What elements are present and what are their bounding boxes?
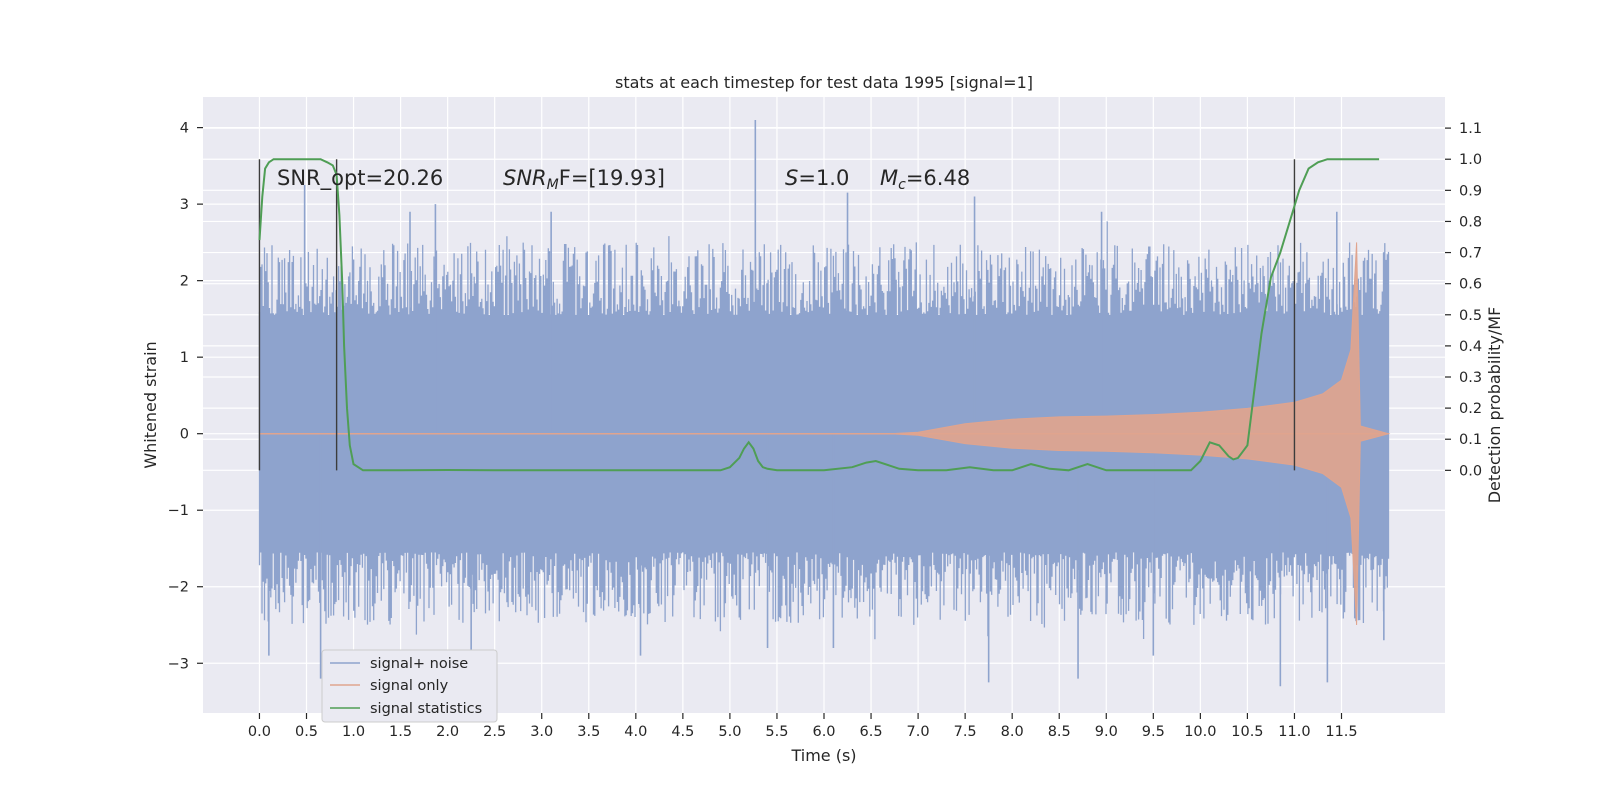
x-tick-label: 10.5 <box>1231 724 1263 740</box>
x-tick-label: 6.0 <box>812 724 835 740</box>
legend: signal+ noise signal only signal statist… <box>321 649 498 723</box>
mc-value: =6.48 <box>906 166 970 190</box>
x-tick-label: 8.0 <box>1001 724 1024 740</box>
right-y-tick-label: 0.5 <box>1459 308 1482 324</box>
right-y-tick-label: 0.2 <box>1459 401 1482 417</box>
right-y-tick-label: 0.7 <box>1459 246 1482 262</box>
x-tick-label: 7.5 <box>954 724 977 740</box>
x-tick-label: 8.5 <box>1048 724 1071 740</box>
x-tick-label: 1.0 <box>342 724 365 740</box>
x-axis-label: Time (s) <box>790 746 856 765</box>
right-y-tick-label: 0.8 <box>1459 214 1482 230</box>
left-y-tick-label: −2 <box>168 580 189 596</box>
x-tick-label: 11.0 <box>1278 724 1310 740</box>
x-tick-label: 3.0 <box>530 724 553 740</box>
annotation-s: S=1.0 <box>785 166 849 190</box>
right-y-tick-label: 0.0 <box>1459 463 1482 479</box>
x-tick-label: 4.0 <box>624 724 647 740</box>
left-y-tick-label: 1 <box>180 350 189 366</box>
x-tick-label: 0.5 <box>295 724 318 740</box>
right-y-tick-label: 0.9 <box>1459 183 1482 199</box>
right-y-tick-label: 0.3 <box>1459 370 1482 386</box>
right-y-tick-label: 0.1 <box>1459 432 1482 448</box>
x-tick-label: 9.0 <box>1095 724 1118 740</box>
legend-label-signal-only: signal only <box>370 678 449 694</box>
x-tick-label: 2.0 <box>436 724 459 740</box>
signal-statistics-series <box>258 158 1380 472</box>
left-y-tick-label: 4 <box>180 121 189 137</box>
annotation-snr-opt: SNR_opt=20.26 <box>277 166 443 191</box>
signal-statistics-line <box>258 158 1380 472</box>
x-tick-label: 2.5 <box>483 724 506 740</box>
left-y-tick-label: −3 <box>168 656 189 672</box>
snr-mf-symbol: SNR <box>503 166 547 190</box>
right-y-tick-label: 0.4 <box>1459 339 1482 355</box>
left-y-tick-label: −1 <box>168 503 189 519</box>
x-tick-label: 4.5 <box>671 724 694 740</box>
mc-subscript: c <box>898 177 906 193</box>
s-value: =1.0 <box>798 166 849 190</box>
legend-box <box>321 649 498 723</box>
chart-title: stats at each timestep for test data 199… <box>615 73 1033 92</box>
vertical-marker-lines <box>258 159 1296 471</box>
right-y-axis-label: Detection probability/MF <box>1485 307 1504 504</box>
left-y-axis-ticks: −3 −2 −1 0 1 2 3 4 <box>168 121 203 672</box>
snr-mf-value: F=[19.93] <box>559 166 665 190</box>
left-y-axis-label: Whitened strain <box>141 341 160 468</box>
mc-symbol: M <box>880 166 898 190</box>
left-y-tick-label: 3 <box>180 197 189 213</box>
x-tick-label: 6.5 <box>860 724 883 740</box>
x-tick-label: 3.5 <box>577 724 600 740</box>
legend-label-signal-statistics: signal statistics <box>370 701 482 717</box>
snr-mf-subscript: M <box>547 177 559 193</box>
x-tick-label: 0.0 <box>248 724 271 740</box>
x-tick-label: 5.0 <box>718 724 741 740</box>
annotation-mc: Mc=6.48 <box>880 166 970 193</box>
x-tick-label: 11.5 <box>1325 724 1357 740</box>
x-axis-ticks: 0.0 0.5 1.0 1.5 2.0 2.5 3.0 3.5 4.0 4.5 5.0 5.5 6.0 6… <box>248 713 1358 740</box>
x-tick-label: 9.5 <box>1142 724 1165 740</box>
left-y-tick-label: 0 <box>180 427 189 443</box>
x-tick-label: 5.5 <box>765 724 788 740</box>
x-tick-label: 10.0 <box>1184 724 1216 740</box>
legend-label-signal-noise: signal+ noise <box>370 656 468 672</box>
left-y-tick-label: 2 <box>180 274 189 290</box>
right-y-axis-ticks: 0.0 0.1 0.2 0.3 0.4 0.5 0.6 0.7 0.8 0.9 1.0 1.1 <box>1445 121 1482 479</box>
x-tick-label: 1.5 <box>389 724 412 740</box>
right-y-tick-label: 0.6 <box>1459 277 1482 293</box>
s-symbol: S <box>785 166 798 190</box>
annotation-snr-mf: SNRMF=[19.93] <box>503 166 665 193</box>
right-y-tick-label: 1.1 <box>1459 121 1482 137</box>
signal-only-series <box>259 242 1391 626</box>
right-y-tick-label: 1.0 <box>1459 152 1482 168</box>
x-tick-label: 7.0 <box>907 724 930 740</box>
